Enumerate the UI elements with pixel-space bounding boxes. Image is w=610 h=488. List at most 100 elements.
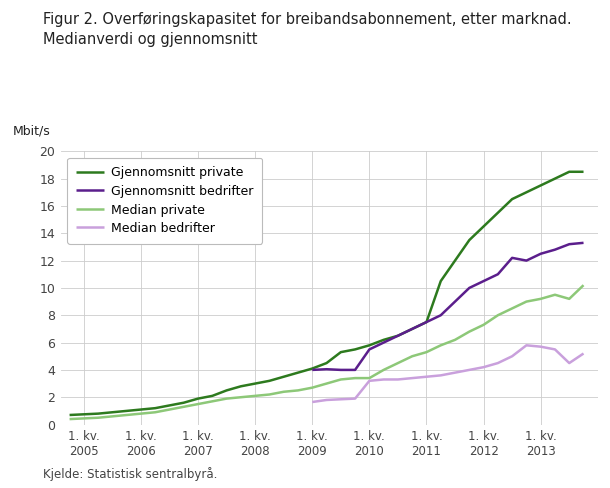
Gjennomsnitt bedrifter: [523, 258, 530, 264]
Gjennomsnitt private: [451, 258, 459, 264]
Median private: [166, 407, 173, 412]
Gjennomsnitt bedrifter: [465, 285, 473, 291]
Gjennomsnitt private: [551, 176, 559, 182]
Gjennomsnitt private: [494, 210, 501, 216]
Line: Gjennomsnitt bedrifter: Gjennomsnitt bedrifter: [312, 243, 584, 370]
Gjennomsnitt private: [309, 366, 316, 371]
Median private: [180, 404, 187, 410]
Gjennomsnitt private: [266, 378, 273, 384]
Median private: [380, 367, 387, 373]
Median bedrifter: [309, 399, 316, 405]
Median private: [223, 396, 230, 402]
Median private: [409, 353, 416, 359]
Median private: [366, 375, 373, 381]
Gjennomsnitt private: [180, 400, 187, 406]
Median private: [80, 415, 87, 421]
Gjennomsnitt private: [95, 411, 102, 417]
Gjennomsnitt private: [380, 337, 387, 343]
Median private: [580, 282, 587, 288]
Median private: [137, 411, 145, 417]
Median bedrifter: [451, 370, 459, 376]
Gjennomsnitt bedrifter: [409, 326, 416, 332]
Median bedrifter: [394, 377, 401, 383]
Gjennomsnitt bedrifter: [351, 367, 359, 373]
Median private: [423, 349, 430, 355]
Median bedrifter: [565, 360, 573, 366]
Median private: [266, 391, 273, 397]
Gjennomsnitt private: [66, 412, 73, 418]
Median private: [480, 322, 487, 328]
Median bedrifter: [409, 375, 416, 381]
Median bedrifter: [580, 350, 587, 356]
Median private: [451, 337, 459, 343]
Median bedrifter: [551, 346, 559, 352]
Gjennomsnitt private: [109, 409, 116, 415]
Median private: [551, 292, 559, 298]
Gjennomsnitt bedrifter: [551, 247, 559, 253]
Median bedrifter: [380, 377, 387, 383]
Median private: [509, 305, 516, 311]
Line: Gjennomsnitt private: Gjennomsnitt private: [70, 172, 584, 415]
Median bedrifter: [465, 367, 473, 373]
Gjennomsnitt bedrifter: [494, 271, 501, 277]
Gjennomsnitt private: [195, 396, 202, 402]
Gjennomsnitt bedrifter: [380, 340, 387, 346]
Median bedrifter: [509, 353, 516, 359]
Median bedrifter: [351, 396, 359, 402]
Median private: [337, 377, 345, 383]
Median private: [537, 296, 544, 302]
Gjennomsnitt bedrifter: [565, 241, 573, 247]
Gjennomsnitt private: [394, 333, 401, 339]
Gjennomsnitt private: [151, 405, 159, 411]
Text: Kjelde: Statistisk sentralbyrå.: Kjelde: Statistisk sentralbyrå.: [43, 467, 217, 481]
Gjennomsnitt bedrifter: [509, 255, 516, 261]
Line: Median private: Median private: [70, 285, 584, 419]
Gjennomsnitt private: [437, 278, 445, 284]
Gjennomsnitt bedrifter: [394, 333, 401, 339]
Gjennomsnitt private: [123, 408, 131, 414]
Gjennomsnitt bedrifter: [366, 346, 373, 352]
Gjennomsnitt private: [166, 403, 173, 408]
Median bedrifter: [480, 364, 487, 370]
Gjennomsnitt private: [80, 411, 87, 417]
Median private: [280, 389, 287, 395]
Median bedrifter: [523, 343, 530, 348]
Median private: [437, 343, 445, 348]
Median private: [66, 416, 73, 422]
Legend: Gjennomsnitt private, Gjennomsnitt bedrifter, Median private, Median bedrifter: Gjennomsnitt private, Gjennomsnitt bedri…: [67, 158, 262, 244]
Gjennomsnitt private: [409, 326, 416, 332]
Gjennomsnitt private: [137, 407, 145, 412]
Gjennomsnitt bedrifter: [437, 312, 445, 318]
Median bedrifter: [337, 396, 345, 402]
Gjennomsnitt private: [251, 381, 259, 386]
Text: Figur 2. Overføringskapasitet for breibandsabonnement, etter marknad.: Figur 2. Overføringskapasitet for breiba…: [43, 12, 572, 27]
Median bedrifter: [423, 374, 430, 380]
Median private: [195, 401, 202, 407]
Line: Median bedrifter: Median bedrifter: [312, 346, 584, 402]
Gjennomsnitt private: [537, 183, 544, 188]
Median private: [251, 393, 259, 399]
Median private: [109, 413, 116, 419]
Gjennomsnitt private: [523, 189, 530, 195]
Gjennomsnitt private: [237, 384, 245, 389]
Gjennomsnitt private: [480, 224, 487, 229]
Gjennomsnitt bedrifter: [537, 251, 544, 257]
Median private: [523, 299, 530, 305]
Gjennomsnitt private: [209, 393, 216, 399]
Median private: [209, 398, 216, 404]
Median private: [295, 387, 302, 393]
Gjennomsnitt bedrifter: [337, 367, 345, 373]
Gjennomsnitt bedrifter: [451, 299, 459, 305]
Gjennomsnitt bedrifter: [323, 366, 330, 372]
Gjennomsnitt private: [351, 346, 359, 352]
Median private: [123, 412, 131, 418]
Median bedrifter: [366, 378, 373, 384]
Gjennomsnitt bedrifter: [480, 278, 487, 284]
Median private: [394, 360, 401, 366]
Gjennomsnitt bedrifter: [423, 319, 430, 325]
Median bedrifter: [537, 344, 544, 349]
Median private: [309, 385, 316, 390]
Gjennomsnitt private: [295, 370, 302, 376]
Median private: [351, 375, 359, 381]
Gjennomsnitt private: [423, 319, 430, 325]
